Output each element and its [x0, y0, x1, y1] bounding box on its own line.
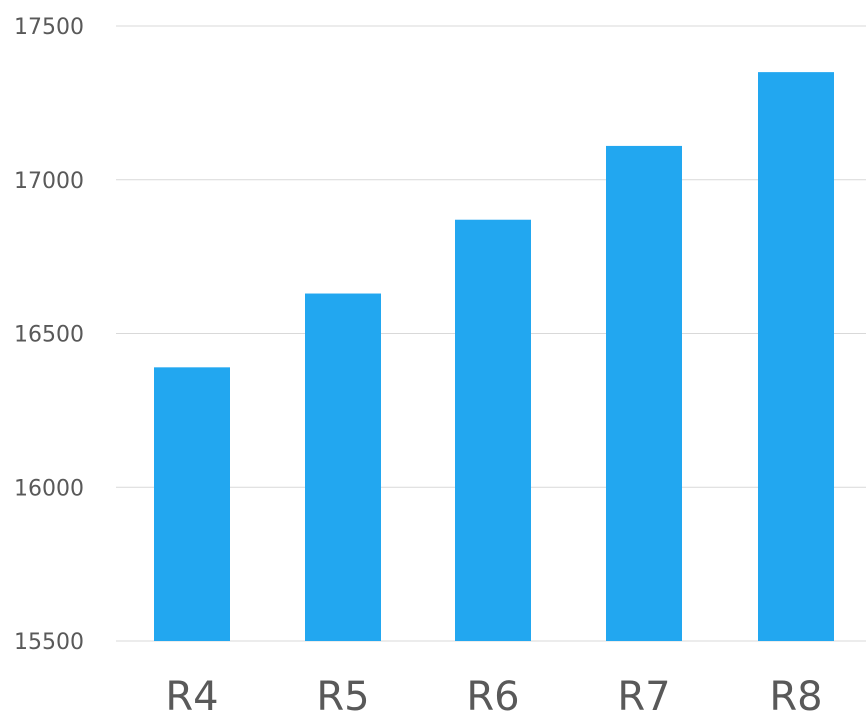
bar-r5	[305, 293, 381, 641]
x-tick-label-r7: R7	[617, 674, 670, 720]
y-tick-label: 17500	[14, 15, 84, 40]
y-tick-label: 16500	[14, 323, 84, 348]
x-tick-label-r8: R8	[769, 674, 822, 720]
x-tick-label-r4: R4	[165, 674, 218, 720]
x-tick-label-r5: R5	[316, 674, 369, 720]
bar-r4	[154, 367, 230, 641]
y-tick-label: 17000	[14, 169, 84, 194]
bar-r8	[758, 72, 834, 641]
bars	[154, 72, 834, 642]
y-tick-label: 15500	[14, 630, 84, 655]
y-tick-label: 16000	[14, 476, 84, 501]
x-tick-label-r6: R6	[466, 674, 519, 720]
bar-r6	[455, 219, 531, 641]
x-axis-tick-labels: R4 R5 R6 R7 R8	[165, 674, 822, 720]
bar-r7	[606, 145, 682, 642]
y-axis-tick-labels: 17500 17000 16500 16000 15500	[14, 15, 84, 655]
